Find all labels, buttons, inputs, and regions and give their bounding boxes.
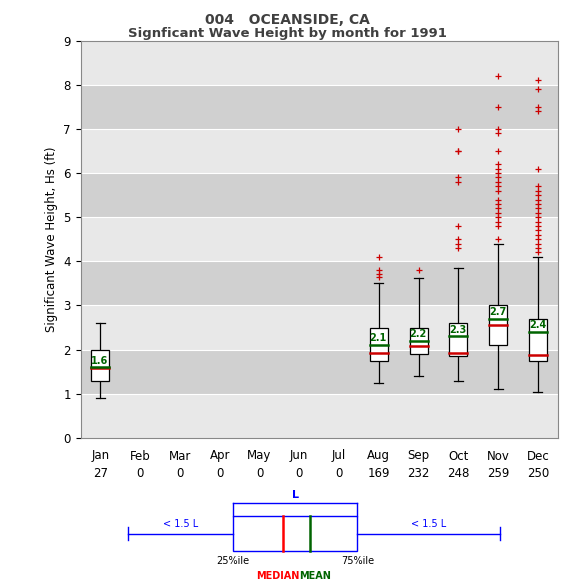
Text: 2.2: 2.2 xyxy=(409,329,427,339)
Text: 0: 0 xyxy=(136,467,144,480)
Text: 169: 169 xyxy=(367,467,390,480)
Text: Nov: Nov xyxy=(486,450,509,462)
Text: Aug: Aug xyxy=(367,450,390,462)
Text: Jun: Jun xyxy=(290,450,308,462)
Text: 0: 0 xyxy=(296,467,303,480)
Text: 75%ile: 75%ile xyxy=(341,556,374,566)
Text: 232: 232 xyxy=(407,467,430,480)
Text: 0: 0 xyxy=(256,467,263,480)
Text: Jul: Jul xyxy=(332,450,346,462)
Bar xyxy=(529,319,547,361)
Text: 25%ile: 25%ile xyxy=(217,556,250,566)
Text: 0: 0 xyxy=(177,467,183,480)
Text: 248: 248 xyxy=(447,467,470,480)
Text: < 1.5 L: < 1.5 L xyxy=(411,519,447,529)
Text: MEAN: MEAN xyxy=(299,571,331,580)
Text: Apr: Apr xyxy=(209,450,230,462)
Text: 0: 0 xyxy=(216,467,223,480)
Text: Sep: Sep xyxy=(408,450,430,462)
Text: May: May xyxy=(247,450,271,462)
Y-axis label: Significant Wave Height, Hs (ft): Significant Wave Height, Hs (ft) xyxy=(45,147,58,332)
Text: 250: 250 xyxy=(527,467,549,480)
Text: Mar: Mar xyxy=(168,450,191,462)
Text: 1.6: 1.6 xyxy=(91,356,109,365)
Text: Jan: Jan xyxy=(91,450,109,462)
Text: 259: 259 xyxy=(487,467,509,480)
Bar xyxy=(81,173,558,217)
Text: MEDIAN: MEDIAN xyxy=(256,571,300,580)
Text: Dec: Dec xyxy=(527,450,549,462)
Text: L: L xyxy=(292,490,299,501)
Text: Oct: Oct xyxy=(448,450,469,462)
Bar xyxy=(409,328,427,354)
Text: 2.7: 2.7 xyxy=(489,307,506,317)
Text: 27: 27 xyxy=(93,467,108,480)
Bar xyxy=(91,350,109,380)
Text: 2.1: 2.1 xyxy=(370,334,387,343)
Bar xyxy=(370,328,388,361)
Bar xyxy=(233,516,357,552)
Text: 0: 0 xyxy=(335,467,343,480)
Bar xyxy=(81,262,558,306)
Bar xyxy=(81,85,558,129)
Text: 004   OCEANSIDE, CA: 004 OCEANSIDE, CA xyxy=(205,13,370,27)
Text: 2.3: 2.3 xyxy=(449,325,466,335)
Text: Feb: Feb xyxy=(130,450,151,462)
Text: 2.4: 2.4 xyxy=(529,320,546,330)
Text: Signficant Wave Height by month for 1991: Signficant Wave Height by month for 1991 xyxy=(128,27,447,40)
Text: < 1.5 L: < 1.5 L xyxy=(163,519,198,529)
Bar xyxy=(489,306,507,345)
Bar xyxy=(450,323,467,356)
Bar xyxy=(81,350,558,394)
